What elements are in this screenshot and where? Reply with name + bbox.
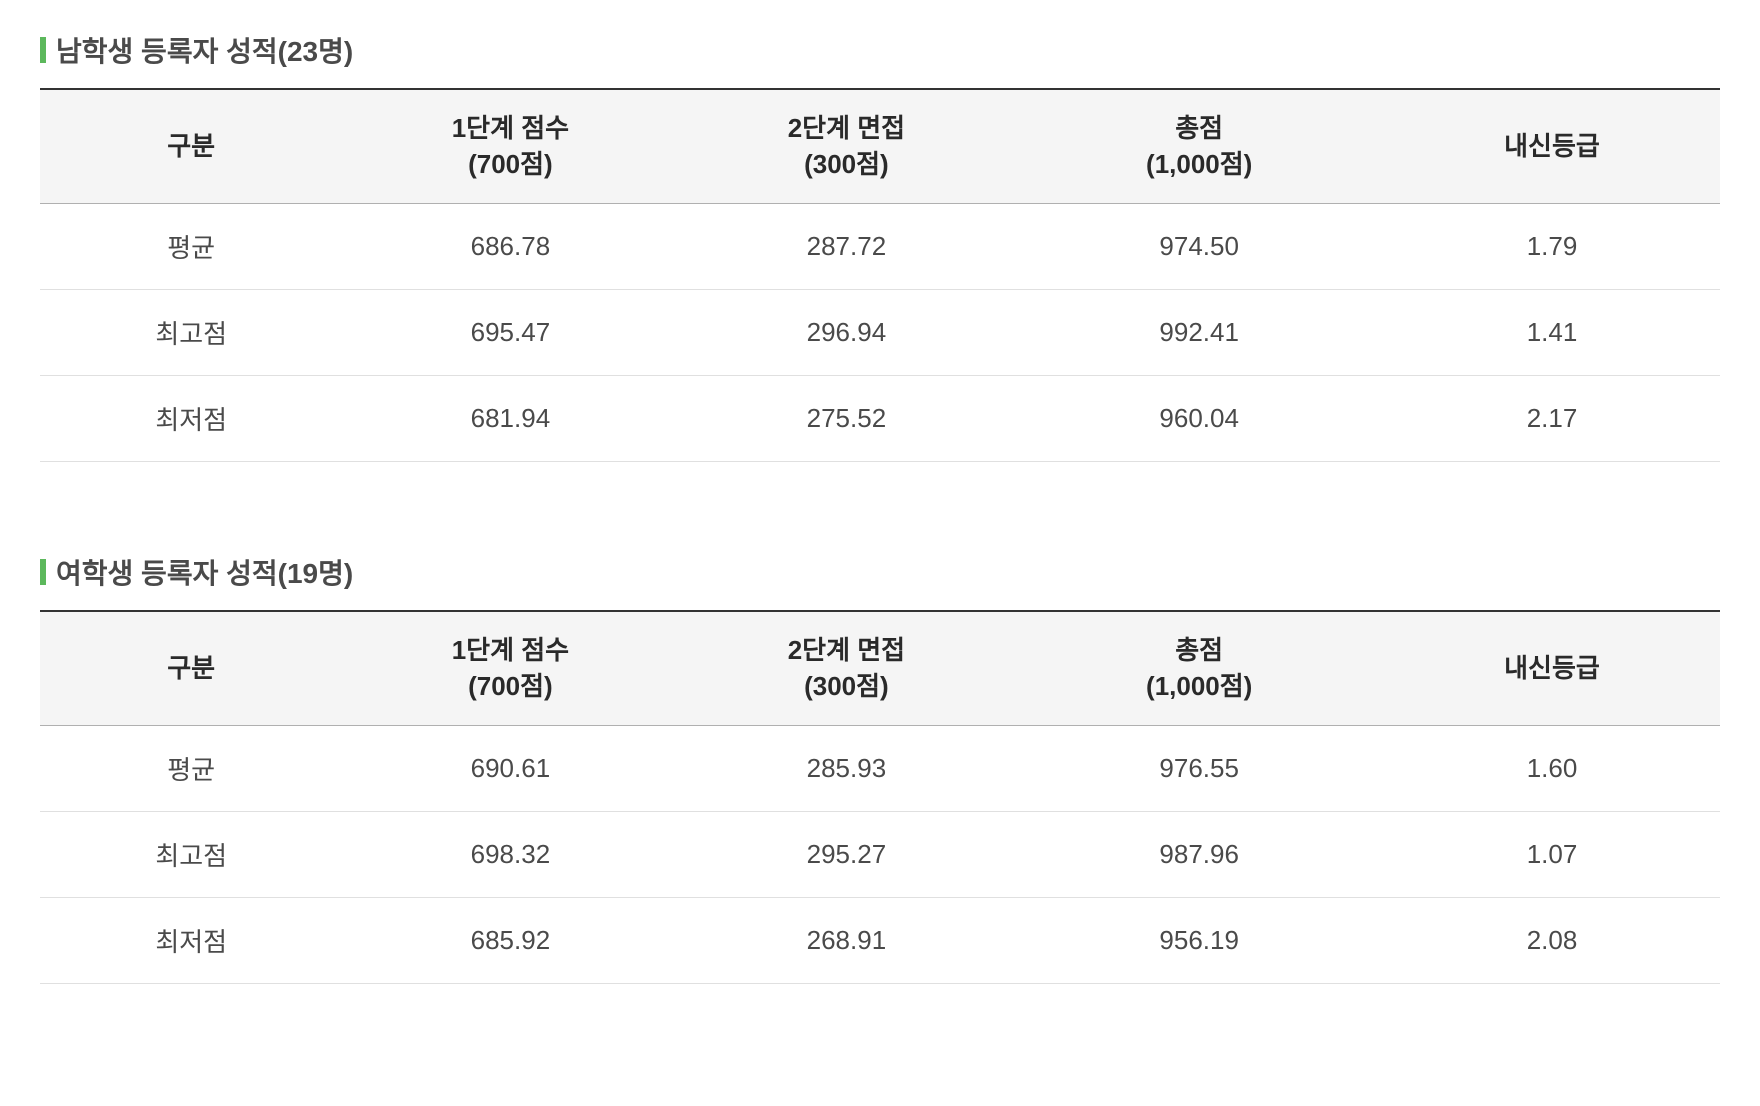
section-male: 남학생 등록자 성적(23명) 구분 1단계 점수 (700점) 2단계 면접 …: [40, 30, 1720, 462]
cell-value: 974.50: [1014, 203, 1384, 289]
cell-value: 685.92: [342, 897, 678, 983]
col-stage1: 1단계 점수 (700점): [342, 611, 678, 725]
table-row: 최저점 685.92 268.91 956.19 2.08: [40, 897, 1720, 983]
col-stage2: 2단계 면접 (300점): [678, 89, 1014, 203]
col-total: 총점 (1,000점): [1014, 611, 1384, 725]
cell-value: 1.79: [1384, 203, 1720, 289]
cell-label: 최고점: [40, 289, 342, 375]
cell-label: 최고점: [40, 811, 342, 897]
cell-value: 686.78: [342, 203, 678, 289]
cell-value: 695.47: [342, 289, 678, 375]
cell-value: 296.94: [678, 289, 1014, 375]
cell-label: 평균: [40, 203, 342, 289]
table-row: 최저점 681.94 275.52 960.04 2.17: [40, 375, 1720, 461]
cell-value: 698.32: [342, 811, 678, 897]
col-stage2: 2단계 면접 (300점): [678, 611, 1014, 725]
cell-value: 956.19: [1014, 897, 1384, 983]
section-title-male: 남학생 등록자 성적(23명): [40, 30, 1720, 70]
col-category: 구분: [40, 89, 342, 203]
table-row: 최고점 695.47 296.94 992.41 1.41: [40, 289, 1720, 375]
cell-value: 2.08: [1384, 897, 1720, 983]
table-female: 구분 1단계 점수 (700점) 2단계 면접 (300점) 총점 (1,000…: [40, 610, 1720, 984]
col-category: 구분: [40, 611, 342, 725]
cell-label: 평균: [40, 725, 342, 811]
cell-value: 976.55: [1014, 725, 1384, 811]
cell-value: 287.72: [678, 203, 1014, 289]
cell-label: 최저점: [40, 375, 342, 461]
cell-label: 최저점: [40, 897, 342, 983]
cell-value: 275.52: [678, 375, 1014, 461]
title-text-female: 여학생 등록자 성적(19명): [56, 552, 353, 592]
table-male: 구분 1단계 점수 (700점) 2단계 면접 (300점) 총점 (1,000…: [40, 88, 1720, 462]
cell-value: 285.93: [678, 725, 1014, 811]
table-row: 최고점 698.32 295.27 987.96 1.07: [40, 811, 1720, 897]
cell-value: 681.94: [342, 375, 678, 461]
table-header-row: 구분 1단계 점수 (700점) 2단계 면접 (300점) 총점 (1,000…: [40, 89, 1720, 203]
table-row: 평균 690.61 285.93 976.55 1.60: [40, 725, 1720, 811]
cell-value: 992.41: [1014, 289, 1384, 375]
section-title-female: 여학생 등록자 성적(19명): [40, 552, 1720, 592]
cell-value: 295.27: [678, 811, 1014, 897]
cell-value: 268.91: [678, 897, 1014, 983]
cell-value: 2.17: [1384, 375, 1720, 461]
table-header-row: 구분 1단계 점수 (700점) 2단계 면접 (300점) 총점 (1,000…: [40, 611, 1720, 725]
col-grade: 내신등급: [1384, 611, 1720, 725]
cell-value: 690.61: [342, 725, 678, 811]
cell-value: 1.07: [1384, 811, 1720, 897]
col-stage1: 1단계 점수 (700점): [342, 89, 678, 203]
table-row: 평균 686.78 287.72 974.50 1.79: [40, 203, 1720, 289]
cell-value: 960.04: [1014, 375, 1384, 461]
cell-value: 987.96: [1014, 811, 1384, 897]
cell-value: 1.60: [1384, 725, 1720, 811]
section-female: 여학생 등록자 성적(19명) 구분 1단계 점수 (700점) 2단계 면접 …: [40, 552, 1720, 984]
col-grade: 내신등급: [1384, 89, 1720, 203]
title-marker-icon: [40, 37, 46, 63]
title-text-male: 남학생 등록자 성적(23명): [56, 30, 353, 70]
title-marker-icon: [40, 559, 46, 585]
cell-value: 1.41: [1384, 289, 1720, 375]
col-total: 총점 (1,000점): [1014, 89, 1384, 203]
